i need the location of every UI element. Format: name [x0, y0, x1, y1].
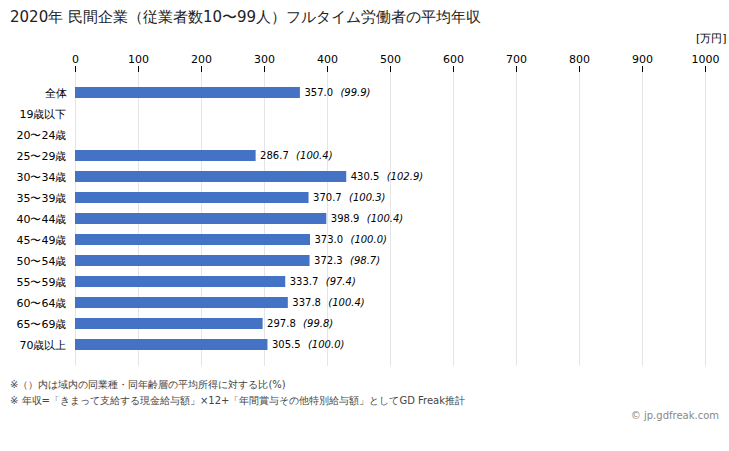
svg-text:333.7: 333.7 — [290, 276, 319, 287]
svg-text:55〜59歳: 55〜59歳 — [17, 276, 67, 289]
svg-text:(99.8): (99.8) — [303, 318, 333, 329]
svg-text:0: 0 — [72, 53, 79, 66]
svg-text:20〜24歳: 20〜24歳 — [17, 129, 67, 142]
svg-text:286.7: 286.7 — [260, 150, 289, 161]
svg-text:200: 200 — [191, 53, 212, 66]
svg-text:(97.4): (97.4) — [326, 276, 356, 287]
svg-text:50〜54歳: 50〜54歳 — [17, 255, 67, 268]
svg-text:297.8: 297.8 — [267, 318, 296, 329]
svg-text:337.8: 337.8 — [292, 297, 321, 308]
svg-text:35〜39歳: 35〜39歳 — [17, 192, 67, 205]
html-text:2020年 民間企業（従業者数10〜99人）フルタイム労働者: 2020年 民間企業（従業者数10〜99人）フルタイム労働者の平均年収 — [10, 8, 482, 26]
svg-text:300: 300 — [254, 53, 275, 66]
svg-text:(99.9): (99.9) — [340, 87, 370, 98]
svg-text:700: 700 — [506, 53, 527, 66]
html-text:© jp.gdfreak.com: © jp.gdfreak.com — [630, 410, 719, 421]
svg-text:398.9: 398.9 — [331, 213, 360, 224]
svg-text:600: 600 — [443, 53, 464, 66]
svg-text:(100.4): (100.4) — [367, 213, 403, 224]
svg-text:19歳以下: 19歳以下 — [20, 108, 67, 121]
svg-text:70歳以上: 70歳以上 — [20, 339, 67, 352]
svg-text:(102.9): (102.9) — [387, 171, 423, 182]
svg-text:1000: 1000 — [692, 53, 720, 66]
svg-text:400: 400 — [317, 53, 338, 66]
svg-text:500: 500 — [380, 53, 401, 66]
svg-text:(100.0): (100.0) — [308, 339, 344, 350]
svg-text:372.3: 372.3 — [314, 255, 343, 266]
svg-text:305.5: 305.5 — [272, 339, 301, 350]
html-text:※ 年収=「きまって支給する現金給与額」×12+「年間賞与そ: ※ 年収=「きまって支給する現金給与額」×12+「年間賞与その他特別給与額」とし… — [10, 395, 465, 406]
svg-text:60〜64歳: 60〜64歳 — [17, 297, 67, 310]
svg-text:373.0: 373.0 — [314, 234, 343, 245]
svg-text:(100.0): (100.0) — [350, 234, 386, 245]
svg-text:357.0: 357.0 — [304, 87, 333, 98]
svg-text:25〜29歳: 25〜29歳 — [17, 150, 67, 163]
svg-text:65〜69歳: 65〜69歳 — [17, 318, 67, 331]
svg-text:800: 800 — [569, 53, 590, 66]
svg-text:45〜49歳: 45〜49歳 — [17, 234, 67, 247]
svg-text:40〜44歳: 40〜44歳 — [17, 213, 67, 226]
svg-text:(98.7): (98.7) — [350, 255, 380, 266]
svg-text:(100.4): (100.4) — [328, 297, 364, 308]
html-text:※（）内は域内の同業種・同年齢層の平均所得に対する比(%): ※（）内は域内の同業種・同年齢層の平均所得に対する比(%) — [10, 379, 286, 390]
svg-text:370.7: 370.7 — [313, 192, 342, 203]
svg-text:[万円]: [万円] — [696, 32, 727, 45]
svg-text:430.5: 430.5 — [351, 171, 380, 182]
svg-text:(100.4): (100.4) — [296, 150, 332, 161]
svg-text:100: 100 — [128, 53, 149, 66]
svg-text:900: 900 — [632, 53, 653, 66]
svg-text:全体: 全体 — [45, 87, 67, 100]
svg-text:(100.3): (100.3) — [349, 192, 385, 203]
svg-text:30〜34歳: 30〜34歳 — [17, 171, 67, 184]
